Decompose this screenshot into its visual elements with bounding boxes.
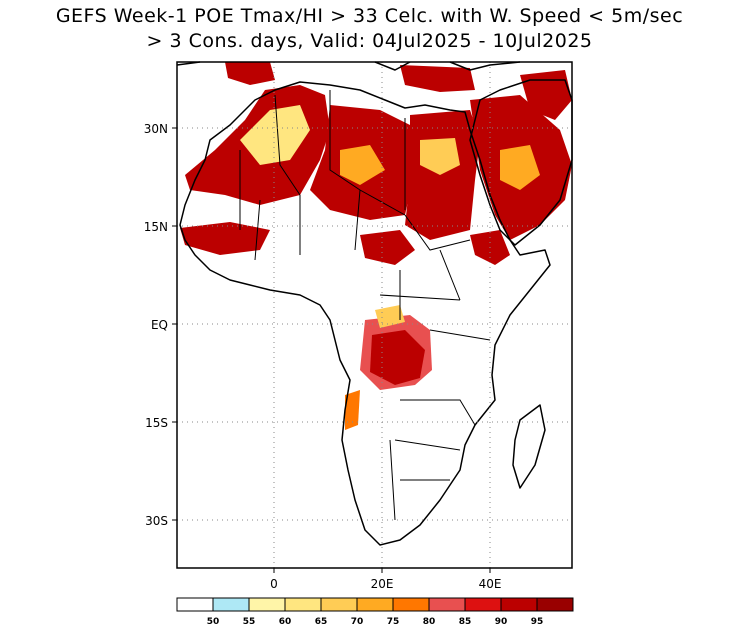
shade-west-sahel — [180, 222, 270, 255]
colorbar-label: 80 — [423, 617, 436, 627]
colorbar-swatch — [392, 597, 430, 612]
shade-sahara-west-inner — [240, 105, 310, 165]
shade-angola-coast — [345, 390, 360, 430]
colorbar-label: 75 — [387, 617, 400, 627]
colorbar-swatch — [500, 597, 538, 612]
colorbar-swatch — [320, 597, 358, 612]
shade-congo — [370, 330, 425, 385]
colorbar-swatch — [536, 597, 574, 612]
colorbar-swatch — [284, 597, 322, 612]
tick-label-lon-40e: 40E — [479, 577, 502, 591]
arabia-coastline — [469, 79, 573, 246]
africa-coastline — [179, 81, 551, 546]
colorbar: 50 55 60 65 70 75 80 85 90 95 — [176, 597, 574, 627]
lon-axis: 0 20E 40E — [270, 568, 501, 591]
tick-label-lat-30s: 30S — [145, 514, 168, 528]
colorbar-label: 70 — [351, 617, 364, 627]
colorbar-label: 50 — [207, 617, 220, 627]
colorbar-swatch — [428, 597, 466, 612]
colorbar-label: 90 — [495, 617, 508, 627]
shade-sahara-central-inner — [340, 145, 385, 185]
country-borders — [239, 90, 491, 521]
tick-label-lat-eq: EQ — [151, 318, 168, 332]
shade-libya-north — [400, 65, 475, 92]
colorbar-swatch — [212, 597, 250, 612]
tick-label-lon-0: 0 — [270, 577, 278, 591]
grid-lines — [177, 62, 572, 568]
tick-label-lon-20e: 20E — [371, 577, 394, 591]
colorbar-swatch — [248, 597, 286, 612]
colorbar-label: 55 — [243, 617, 256, 627]
shade-arabia-inner — [500, 145, 540, 190]
lat-axis: 30N 15N EQ 15S 30S — [144, 122, 177, 528]
colorbar-label: 95 — [531, 617, 544, 627]
shade-egypt-sudan — [405, 110, 480, 240]
colorbar-label: 60 — [279, 617, 292, 627]
colorbar-swatch — [356, 597, 394, 612]
colorbar-label: 85 — [459, 617, 472, 627]
probability-shading — [180, 62, 572, 430]
shade-iraq — [520, 70, 572, 120]
tick-label-lat-15n: 15N — [144, 220, 168, 234]
map-title-line2: > 3 Cons. days, Valid: 04Jul2025 - 10Jul… — [146, 30, 593, 52]
colorbar-swatch — [176, 597, 214, 612]
shade-central-sahel — [360, 230, 415, 265]
madagascar — [512, 404, 546, 489]
shade-egypt-inner — [420, 138, 460, 175]
tick-label-lat-15s: 15S — [145, 416, 168, 430]
colorbar-label: 65 — [315, 617, 328, 627]
tick-label-lat-30n: 30N — [144, 122, 168, 136]
map-title-line1: GEFS Week-1 POE Tmax/HI > 33 Celc. with … — [55, 5, 684, 27]
colorbar-swatch — [464, 597, 502, 612]
map-frame — [176, 61, 573, 569]
shade-mediterranean-coast — [225, 62, 275, 85]
border-segment — [239, 90, 491, 521]
